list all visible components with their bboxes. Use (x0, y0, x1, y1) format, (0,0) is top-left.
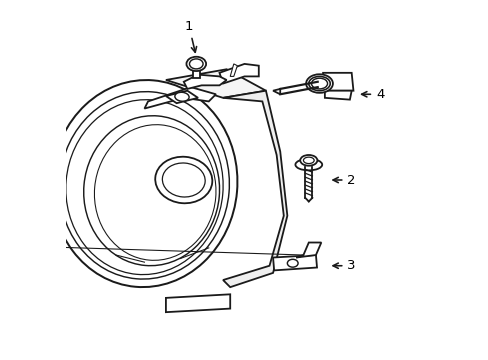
Ellipse shape (175, 92, 189, 101)
Ellipse shape (162, 163, 205, 197)
Polygon shape (165, 294, 230, 312)
Polygon shape (323, 73, 353, 91)
Ellipse shape (287, 259, 298, 267)
Polygon shape (230, 64, 237, 76)
Polygon shape (165, 69, 265, 98)
Polygon shape (219, 64, 258, 84)
Ellipse shape (60, 92, 229, 279)
Ellipse shape (189, 59, 203, 69)
Ellipse shape (66, 100, 223, 275)
Polygon shape (165, 91, 198, 103)
Ellipse shape (83, 116, 219, 266)
Polygon shape (144, 87, 216, 109)
Text: 1: 1 (184, 20, 196, 52)
Text: 4: 4 (361, 88, 384, 101)
Ellipse shape (155, 157, 212, 203)
Ellipse shape (94, 125, 216, 260)
Ellipse shape (311, 78, 327, 89)
Polygon shape (272, 89, 280, 94)
Polygon shape (223, 91, 287, 287)
Ellipse shape (51, 80, 237, 287)
Polygon shape (183, 75, 226, 89)
Ellipse shape (300, 155, 317, 166)
Text: 3: 3 (332, 259, 355, 272)
Polygon shape (296, 243, 321, 257)
Ellipse shape (305, 74, 332, 93)
Ellipse shape (295, 159, 322, 170)
Ellipse shape (303, 157, 313, 163)
Text: 2: 2 (332, 174, 355, 186)
Polygon shape (324, 91, 351, 100)
Polygon shape (192, 69, 200, 78)
Polygon shape (272, 255, 316, 270)
Ellipse shape (308, 76, 329, 91)
Ellipse shape (186, 57, 205, 71)
